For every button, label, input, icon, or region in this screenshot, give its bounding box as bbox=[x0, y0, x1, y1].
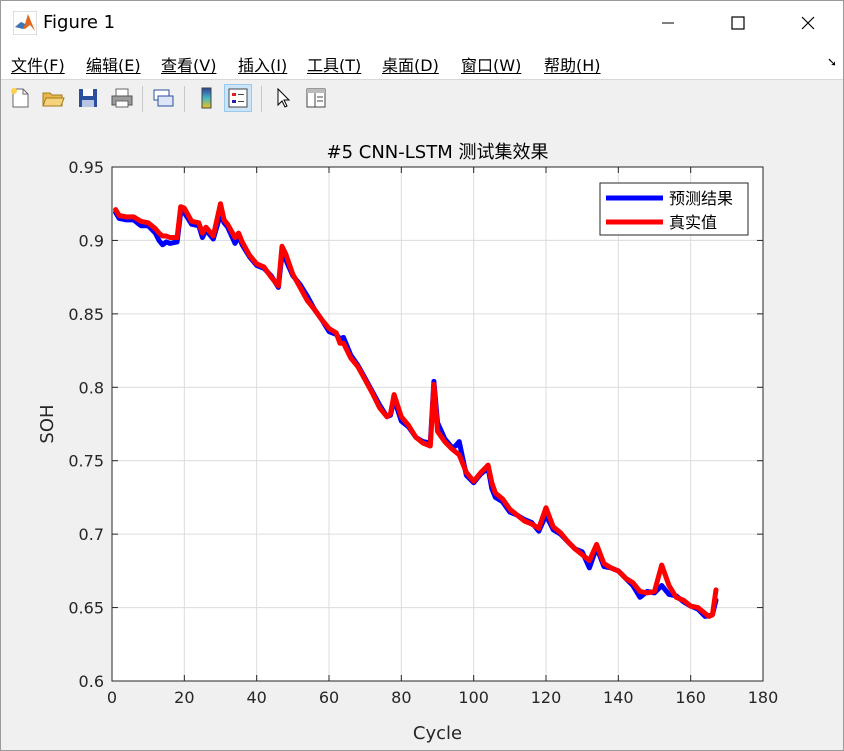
legend[interactable]: 预测结果 真实值 bbox=[599, 182, 749, 236]
link-plot-icon bbox=[153, 89, 174, 107]
window-title: Figure 1 bbox=[43, 12, 116, 33]
y-tick-label: 0.85 bbox=[68, 305, 104, 324]
series-lines bbox=[113, 201, 719, 619]
menu-bar: 文件(F) 编辑(E) 查看(V) 插入(I) 工具(T) 桌面(D) 窗口(W… bbox=[1, 45, 843, 79]
toolbar-separator bbox=[184, 86, 185, 112]
grid-lines bbox=[112, 167, 763, 681]
actual-series-line bbox=[113, 201, 719, 619]
dock-arrow-icon[interactable]: ➘ bbox=[826, 55, 837, 69]
menu-view[interactable]: 查看(V) bbox=[161, 56, 217, 75]
save-icon bbox=[79, 89, 97, 107]
toolbar-separator bbox=[142, 86, 143, 112]
menu-file[interactable]: 文件(F) bbox=[11, 56, 65, 75]
print-button[interactable] bbox=[108, 84, 136, 112]
close-button[interactable] bbox=[773, 1, 843, 45]
x-tick-label: 160 bbox=[675, 688, 706, 707]
legend-icon bbox=[228, 88, 248, 108]
print-icon bbox=[111, 88, 133, 108]
y-tick-label: 0.7 bbox=[79, 525, 104, 544]
x-tick-label: 140 bbox=[603, 688, 634, 707]
matlab-logo-icon bbox=[13, 11, 37, 35]
menu-edit[interactable]: 编辑(E) bbox=[86, 56, 141, 75]
property-inspector-icon bbox=[306, 88, 326, 108]
property-inspector-button[interactable] bbox=[302, 84, 330, 112]
chart-title: #5 CNN-LSTM 测试集效果 bbox=[327, 142, 549, 163]
x-tick-label: 80 bbox=[391, 688, 411, 707]
legend-label-actual: 真实值 bbox=[669, 213, 717, 232]
y-tick-label: 0.95 bbox=[68, 158, 104, 177]
legend-box bbox=[599, 182, 749, 236]
link-plot-button[interactable] bbox=[149, 84, 177, 112]
y-tick-label: 0.75 bbox=[68, 452, 104, 471]
maximize-button[interactable] bbox=[703, 1, 773, 45]
open-file-icon bbox=[42, 92, 65, 107]
minimize-button[interactable] bbox=[633, 1, 703, 45]
x-tick-label: 120 bbox=[531, 688, 562, 707]
toolbar bbox=[1, 79, 843, 119]
x-tick-label: 100 bbox=[458, 688, 489, 707]
x-tick-label: 0 bbox=[107, 688, 117, 707]
x-axis-label: Cycle bbox=[413, 723, 462, 744]
toolbar-separator bbox=[261, 86, 262, 112]
colorbar-button[interactable] bbox=[192, 84, 220, 112]
axes-box bbox=[111, 166, 764, 682]
y-axis-label: SOH bbox=[37, 404, 58, 443]
new-figure-icon bbox=[11, 88, 29, 108]
y-tick-label: 0.8 bbox=[79, 378, 104, 397]
menu-help[interactable]: 帮助(H) bbox=[544, 56, 601, 75]
x-tick-label: 20 bbox=[174, 688, 194, 707]
menu-window[interactable]: 窗口(W) bbox=[461, 56, 522, 75]
figure-canvas: 0 20 40 60 80 100 120 140 160 180 0.6 0.65 0.7 0.75 0.… bbox=[1, 118, 843, 750]
axis-ticks: 0 20 40 60 80 100 120 140 160 180 0.6 0.65 0.7 0.75 0.… bbox=[68, 158, 778, 707]
x-tick-label: 180 bbox=[748, 688, 779, 707]
x-tick-label: 40 bbox=[246, 688, 266, 707]
minimize-icon bbox=[662, 22, 674, 24]
menu-insert[interactable]: 插入(I) bbox=[238, 56, 288, 75]
open-file-button[interactable] bbox=[39, 84, 67, 112]
y-tick-label: 0.9 bbox=[79, 231, 104, 250]
save-button[interactable] bbox=[74, 84, 102, 112]
pointer-button[interactable] bbox=[269, 84, 297, 112]
new-figure-button[interactable] bbox=[6, 84, 34, 112]
y-tick-label: 0.6 bbox=[79, 672, 104, 691]
maximize-icon bbox=[731, 16, 745, 30]
title-bar: Figure 1 bbox=[1, 1, 843, 45]
close-icon bbox=[801, 16, 815, 30]
legend-label-predicted: 预测结果 bbox=[669, 189, 733, 208]
legend-button[interactable] bbox=[224, 84, 252, 112]
menu-tools[interactable]: 工具(T) bbox=[307, 56, 362, 75]
pointer-icon bbox=[277, 87, 291, 108]
colorbar-icon bbox=[201, 87, 212, 109]
x-tick-label: 60 bbox=[319, 688, 339, 707]
menu-desktop[interactable]: 桌面(D) bbox=[382, 56, 439, 75]
y-tick-label: 0.65 bbox=[68, 599, 104, 618]
soh-chart[interactable]: 0 20 40 60 80 100 120 140 160 180 0.6 0.65 0.7 0.75 0.… bbox=[1, 118, 843, 750]
